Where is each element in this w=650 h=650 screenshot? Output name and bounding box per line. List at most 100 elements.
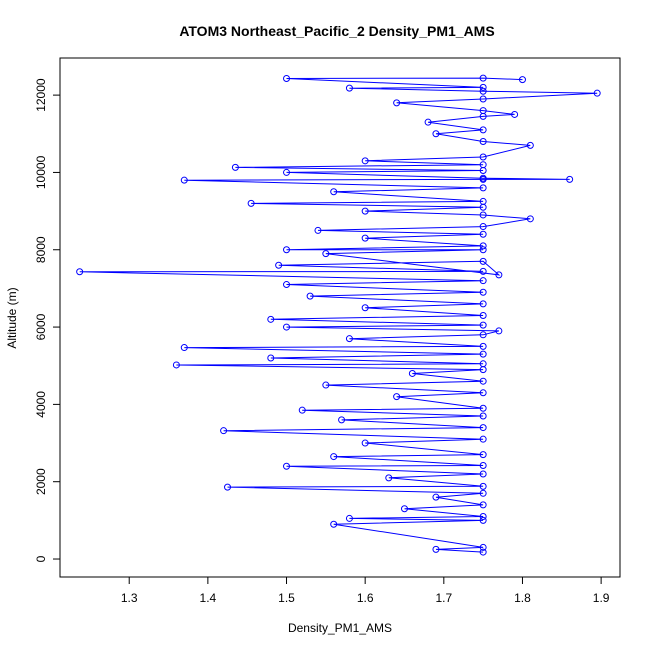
x-tick-label: 1.9 xyxy=(593,591,610,605)
data-point xyxy=(298,406,306,414)
data-point xyxy=(400,505,408,513)
data-point xyxy=(283,246,291,254)
data-point xyxy=(479,153,487,161)
data-point xyxy=(220,427,228,435)
data-point xyxy=(479,389,487,397)
data-point xyxy=(322,250,330,258)
data-point xyxy=(566,175,574,183)
data-point xyxy=(479,543,487,551)
data-point xyxy=(479,516,487,524)
data-point xyxy=(479,197,487,205)
data-point xyxy=(345,84,353,92)
x-tick-label: 1.3 xyxy=(121,591,138,605)
x-tick-label: 1.8 xyxy=(514,591,531,605)
data-point xyxy=(479,470,487,478)
data-point xyxy=(283,462,291,470)
data-point xyxy=(479,512,487,520)
data-point xyxy=(408,369,416,377)
data-point xyxy=(479,321,487,329)
y-tick-label: 2000 xyxy=(34,468,48,495)
y-tick-label: 10000 xyxy=(34,155,48,189)
data-point xyxy=(479,548,487,556)
data-point xyxy=(180,176,188,184)
data-point xyxy=(479,126,487,134)
data-point xyxy=(432,493,440,501)
data-point xyxy=(361,157,369,165)
data-point xyxy=(495,327,503,335)
data-point xyxy=(511,110,519,118)
data-point xyxy=(479,242,487,250)
data-point xyxy=(283,323,291,331)
data-point xyxy=(345,335,353,343)
data-point xyxy=(330,520,338,528)
data-point xyxy=(479,95,487,103)
chart-title: ATOM3 Northeast_Pacific_2 Density_PM1_AM… xyxy=(179,23,494,39)
data-point xyxy=(275,261,283,269)
x-axis-label: Density_PM1_AMS xyxy=(288,621,392,635)
data-point xyxy=(172,361,180,369)
x-tick-label: 1.6 xyxy=(357,591,374,605)
data-point xyxy=(361,234,369,242)
data-point xyxy=(393,393,401,401)
data-point xyxy=(479,223,487,231)
data-point xyxy=(479,482,487,490)
y-axis-label: Altitude (m) xyxy=(5,287,19,348)
data-point xyxy=(479,87,487,95)
y-tick-label: 6000 xyxy=(34,313,48,340)
data-point xyxy=(479,412,487,420)
data-point xyxy=(479,246,487,254)
data-point xyxy=(76,268,84,276)
data-point xyxy=(306,292,314,300)
data-point xyxy=(361,304,369,312)
data-point xyxy=(393,99,401,107)
data-point xyxy=(479,161,487,169)
plot-frame xyxy=(59,57,621,578)
data-point xyxy=(479,288,487,296)
data-point xyxy=(479,424,487,432)
data-point xyxy=(479,350,487,358)
x-tick-label: 1.4 xyxy=(200,591,217,605)
data-point xyxy=(283,281,291,289)
data-point xyxy=(283,168,291,176)
data-point xyxy=(479,277,487,285)
data-point xyxy=(180,344,188,352)
data-point xyxy=(479,267,487,275)
data-point xyxy=(479,489,487,497)
data-point xyxy=(322,381,330,389)
data-point xyxy=(479,311,487,319)
data-point xyxy=(385,474,393,482)
data-point xyxy=(526,215,534,223)
data-point xyxy=(479,342,487,350)
data-point xyxy=(361,207,369,215)
data-point xyxy=(479,174,487,182)
data-point xyxy=(247,199,255,207)
data-point xyxy=(593,89,601,97)
data-point xyxy=(479,74,487,82)
data-point xyxy=(330,453,338,461)
x-tick-label: 1.5 xyxy=(278,591,295,605)
data-line xyxy=(79,77,598,553)
data-point xyxy=(479,360,487,368)
data-point xyxy=(267,354,275,362)
y-tick-label: 0 xyxy=(34,555,48,562)
data-point xyxy=(479,404,487,412)
data-point xyxy=(479,377,487,385)
x-tick-label: 1.7 xyxy=(435,591,452,605)
data-point xyxy=(479,184,487,192)
data-point xyxy=(345,514,353,522)
data-point xyxy=(479,138,487,146)
data-point xyxy=(479,435,487,443)
data-point xyxy=(518,76,526,84)
data-point xyxy=(231,163,239,171)
data-point xyxy=(424,118,432,126)
y-tick-label: 4000 xyxy=(34,391,48,418)
data-point xyxy=(361,439,369,447)
data-point xyxy=(338,416,346,424)
data-point xyxy=(495,271,503,279)
data-point xyxy=(267,315,275,323)
data-point xyxy=(479,230,487,238)
data-point xyxy=(330,188,338,196)
data-point xyxy=(224,483,232,491)
data-point xyxy=(479,107,487,115)
data-point xyxy=(479,451,487,459)
